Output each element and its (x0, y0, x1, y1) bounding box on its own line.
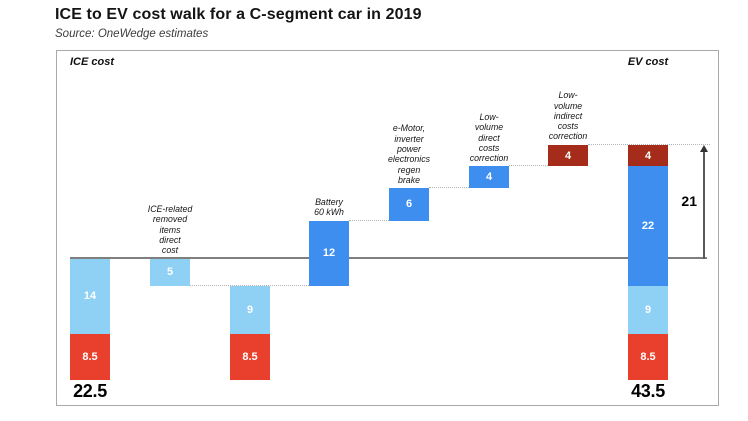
bar-caption-line: regen (397, 164, 421, 175)
waterfall-bar-low-volume-indirect-costs-correction-segment-0: 4 (548, 144, 588, 167)
bar-caption-line: Low- (558, 90, 578, 101)
waterfall-connector-0 (190, 284, 309, 286)
waterfall-bar-battery-60-kwh-segment-0: 12 (309, 220, 349, 286)
ev-total-label: 43.5 (631, 381, 665, 401)
segment-value-label: 9 (246, 304, 254, 317)
waterfall-bar-low-volume-direct-costs-correction-segment-0: 4 (469, 166, 509, 189)
segment-value-label: 5 (166, 266, 174, 279)
waterfall-bar-ev-cost-segment-0: 4 (628, 144, 668, 167)
bar-caption-battery-60-kwh: Battery 60 kWh (284, 197, 374, 218)
bar-caption-line: electronics (387, 154, 431, 165)
bar-caption-emotor-inverter-power-electronics-regen-brake: e-Motor, inverter power electronics regen bra… (364, 123, 454, 185)
segment-value-label: 22 (641, 220, 655, 233)
page-title: ICE to EV cost walk for a C-segment car … (55, 6, 422, 23)
bar-caption-line: power (397, 143, 421, 154)
ice-cost-header: ICE cost (70, 56, 115, 68)
segment-value-label: 8.5 (242, 351, 258, 364)
bar-caption-line: cost (161, 245, 179, 256)
bar-caption-low-volume-indirect-costs-correction: Low-volume indirect costs correction (523, 90, 613, 141)
waterfall-bar-emotor-inverter-power-electronics-regen-brake-segment-0: 6 (389, 188, 429, 221)
segment-value-label: 14 (83, 290, 97, 303)
waterfall-bar-ev-cost-segment-3: 8.5 (628, 334, 668, 381)
bar-caption-line: volume (553, 100, 583, 111)
ice-total-label: 22.5 (73, 381, 107, 401)
waterfall-bar-carryover-base-segment-1: 8.5 (230, 334, 270, 381)
waterfall-connector-3 (509, 165, 548, 167)
segment-value-label: 8.5 (640, 351, 656, 364)
segment-value-label: 6 (405, 198, 413, 211)
waterfall-connector-2 (429, 187, 469, 189)
segment-value-label: 9 (644, 304, 652, 317)
waterfall-bar-ev-cost-segment-1: 22 (628, 166, 668, 286)
delta-value-label: 21 (681, 192, 697, 209)
segment-value-label: 4 (644, 149, 652, 162)
waterfall-bar-ice-cost-segment-0: 14 (70, 258, 110, 335)
bar-caption-line: inverter (394, 133, 424, 144)
bar-caption-line: 60 kWh (314, 207, 344, 218)
bar-caption-line: removed (152, 214, 188, 225)
ice-cost-level-line (70, 256, 707, 259)
bar-caption-line: items (159, 224, 181, 235)
bar-caption-line: e-Motor, (392, 123, 426, 134)
bar-caption-line: costs (478, 142, 500, 153)
bar-caption-line: volume (474, 122, 504, 133)
bar-caption-line: ICE-related (147, 204, 193, 215)
delta-arrow-line (703, 149, 705, 259)
bar-caption-low-volume-direct-costs-correction: Low-volume direct costs correction (444, 112, 534, 163)
segment-value-label: 4 (485, 171, 493, 184)
bar-caption-line: direct (478, 132, 500, 143)
waterfall-bar-carryover-base-segment-0: 9 (230, 285, 270, 335)
chart-frame (56, 50, 719, 406)
segment-value-label: 8.5 (82, 351, 98, 364)
segment-value-label: 4 (564, 149, 572, 162)
delta-arrow-head (700, 144, 708, 152)
bar-caption-line: costs (557, 121, 579, 132)
ev-cost-header: EV cost (627, 56, 669, 68)
segment-value-label: 12 (322, 247, 336, 260)
bar-caption-line: Low- (479, 111, 499, 122)
waterfall-connector-1 (349, 219, 389, 221)
waterfall-bar-ice-cost-segment-1: 8.5 (70, 334, 110, 381)
bar-caption-line: correction (548, 131, 588, 142)
bar-caption-line: correction (469, 153, 509, 164)
waterfall-bar-ice-related-removed-items-direct-cost-segment-0: 5 (150, 258, 190, 286)
bar-caption-line: direct (159, 234, 181, 245)
bar-caption-line: brake (397, 174, 420, 185)
bar-caption-line: indirect (553, 110, 583, 121)
waterfall-connector-4 (588, 143, 710, 145)
bar-caption-ice-related-removed-items-direct-cost: ICE-related removed items direct cost (125, 204, 215, 255)
bar-caption-line: Battery (315, 197, 343, 208)
waterfall-bar-ev-cost-segment-2: 9 (628, 285, 668, 335)
source-note: Source: OneWedge estimates (55, 28, 209, 40)
